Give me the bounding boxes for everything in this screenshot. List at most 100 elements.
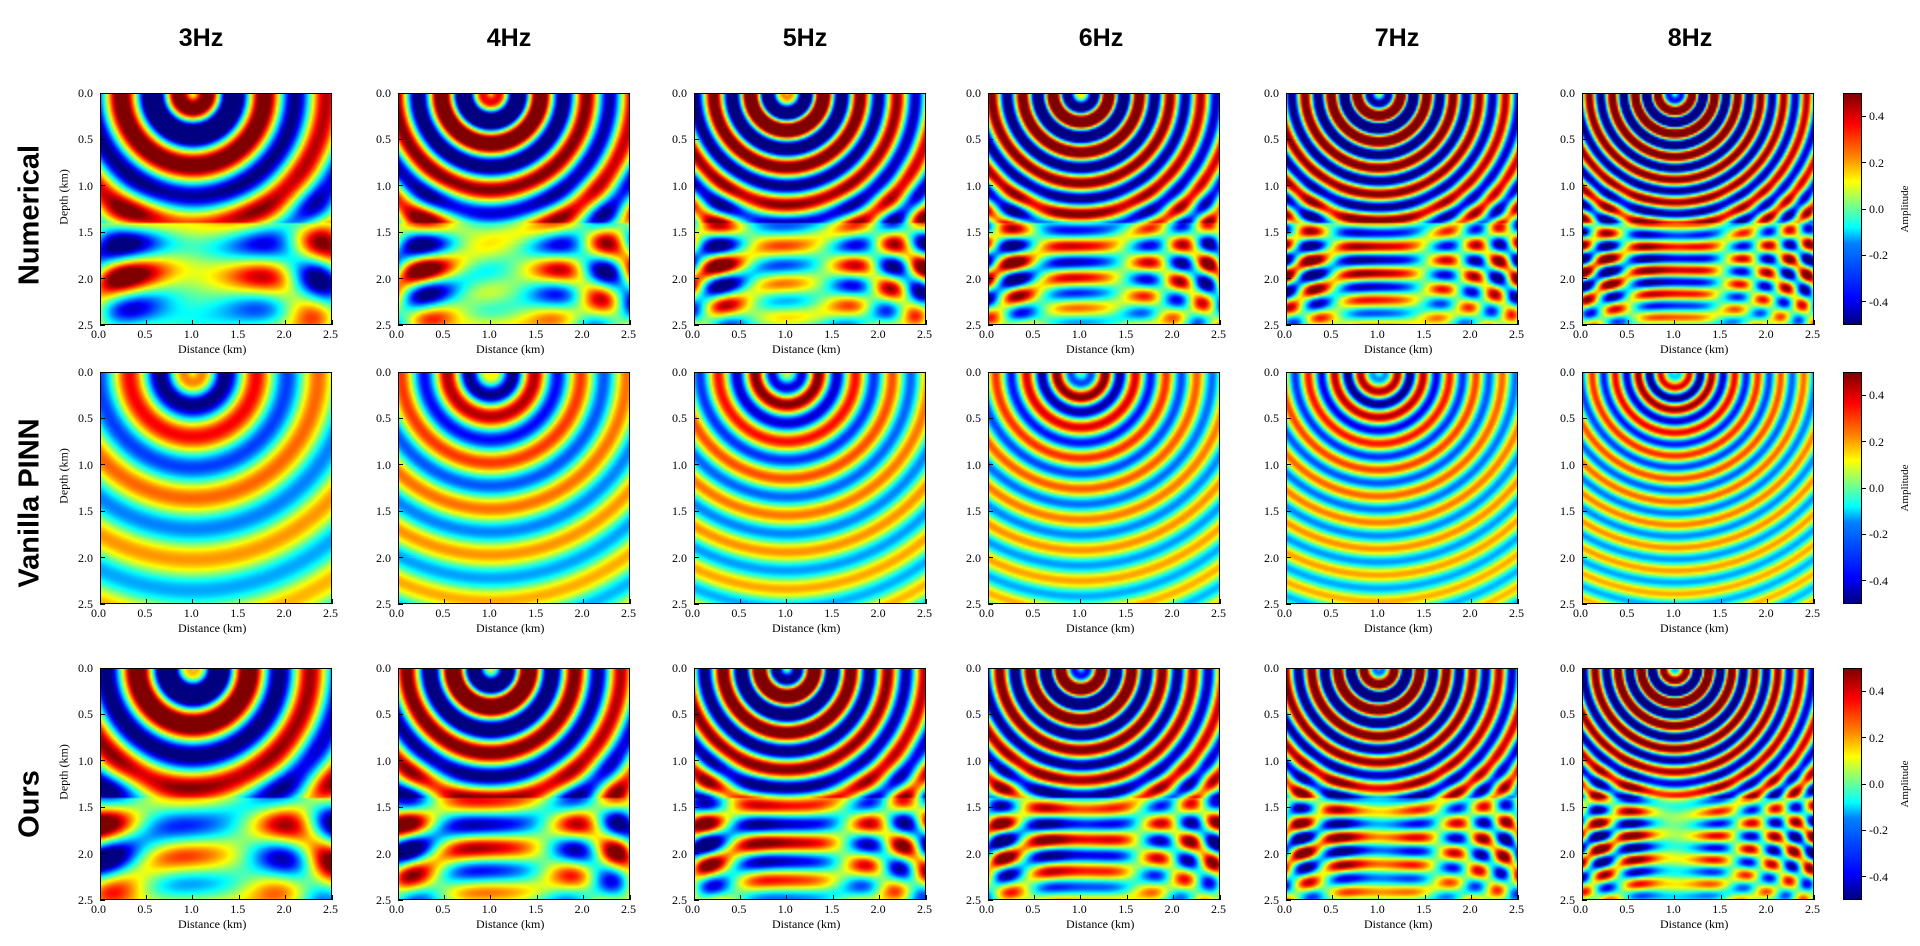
y-tick [694,760,699,762]
x-tick-label: 0.0 [1277,327,1292,341]
x-tick-label: 2.5 [621,902,636,916]
y-tick-label: 1.0 [376,178,391,193]
x-tick [1720,599,1722,604]
y-tick [694,667,699,669]
colorbar-tick-label: 0.2 [1869,155,1884,170]
x-tick [192,599,194,604]
y-tick-label: 2.5 [78,893,93,907]
x-tick [1033,599,1035,604]
x-tick-label: 0.0 [1573,606,1588,620]
wavefield-panel: 0.0 0.0 0.5 0.5 1.0 1.0 1.5 1.5 2.0 2.0 2.5 2.5 Dist… [1264,365,1524,635]
x-tick [1813,599,1815,604]
x-tick-label: 2.0 [1164,902,1180,916]
x-tick [1126,320,1128,325]
y-tick [1286,371,1291,373]
y-tick [988,713,993,715]
plot-frame [988,668,1220,900]
y-tick-label: 1.0 [1560,178,1575,193]
y-tick [1582,92,1587,94]
x-tick-label: 0.0 [91,606,106,620]
x-tick [629,599,631,604]
y-tick-label: 1.5 [966,225,981,240]
x-tick [145,320,147,325]
y-tick [1582,278,1587,280]
x-tick-label: 0.5 [435,327,451,341]
column-title-3hz: 3Hz [178,24,224,52]
y-tick-label: 0.0 [966,86,981,100]
y-tick [1582,510,1587,512]
y-tick-label: 1.0 [1560,753,1575,768]
y-tick [1286,760,1291,762]
wavefield-heatmap [1582,93,1814,325]
y-tick [1286,557,1291,559]
y-tick [398,278,403,280]
y-tick-label: 2.0 [1264,550,1279,565]
y-tick [694,92,699,94]
wavefield-heatmap [694,93,926,325]
x-tick [536,599,538,604]
y-tick [694,278,699,280]
y-axis-label: Depth (km) [56,448,71,505]
x-tick-label: 1.5 [1118,327,1134,341]
plot-frame [1582,93,1814,325]
y-tick [398,324,403,326]
plot-frame [398,668,630,900]
x-tick [786,895,788,900]
y-tick-label: 1.5 [1560,225,1575,240]
y-tick [100,667,105,669]
x-tick-label: 1.0 [1071,902,1087,916]
y-tick-label: 0.5 [1560,707,1575,722]
y-tick [694,557,699,559]
plot-frame [694,93,926,325]
y-tick [1582,760,1587,762]
colorbar-tick [1862,394,1866,396]
plot-frame [100,372,332,604]
x-tick [397,599,399,604]
x-tick [285,599,287,604]
y-tick [100,464,105,466]
y-tick-label: 2.0 [1264,846,1279,861]
y-tick [1286,231,1291,233]
x-tick [1813,895,1815,900]
wavefield-panel: 0.0 0.0 0.5 0.5 1.0 1.0 1.5 1.5 2.0 2.0 2.5 2.5 Dist… [376,661,636,931]
y-tick-label: 0.0 [78,661,93,675]
x-tick-label: 0.5 [1025,606,1041,620]
y-tick [398,371,403,373]
x-tick-label: 0.0 [91,327,106,341]
x-tick [1627,895,1629,900]
x-tick [1285,895,1287,900]
x-axis-label: Distance (km) [476,342,545,356]
x-tick-label: 2.0 [1758,327,1774,341]
x-tick [1581,320,1583,325]
y-tick-label: 1.5 [78,225,93,240]
x-tick-label: 0.0 [1277,606,1292,620]
x-tick-label: 1.0 [481,327,497,341]
y-tick [100,853,105,855]
colorbar [1843,93,1862,325]
y-tick [694,231,699,233]
x-tick [925,320,927,325]
x-tick-label: 2.5 [1805,902,1820,916]
x-tick-label: 1.5 [1118,902,1134,916]
y-tick [988,464,993,466]
y-tick [988,557,993,559]
x-tick-label: 2.5 [1211,606,1226,620]
y-tick-label: 0.5 [376,132,391,147]
x-tick-label: 1.5 [230,902,246,916]
x-tick [832,320,834,325]
x-axis-label: Distance (km) [1364,917,1433,931]
y-tick [694,185,699,187]
x-tick [397,320,399,325]
x-tick [987,599,989,604]
y-tick-label: 1.0 [1264,753,1279,768]
x-tick [238,895,240,900]
y-tick-label: 0.5 [1264,132,1279,147]
y-tick [988,417,993,419]
x-tick [192,895,194,900]
y-tick-label: 2.5 [672,318,687,332]
x-tick-label: 0.5 [731,327,747,341]
wavefield-heatmap [100,668,332,900]
x-axis-label: Distance (km) [1660,342,1729,356]
y-tick [1286,510,1291,512]
